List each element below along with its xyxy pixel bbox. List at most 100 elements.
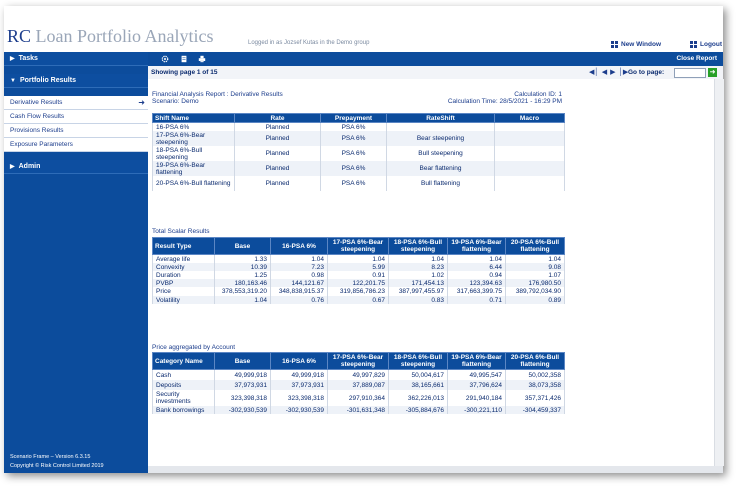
column-header: 20-PSA 6%-Bull flattening bbox=[505, 352, 565, 370]
shifts-table: Shift Name Rate Prepayment RateShift Macro 1… bbox=[152, 113, 565, 191]
table-cell: -301,631,348 bbox=[327, 406, 389, 414]
table-header-row: Category Name Base 16-PSA 6% 17-PSA 6%-Bear… bbox=[152, 352, 565, 370]
table-cell: 37,973,931 bbox=[214, 380, 271, 390]
table-cell: 1.04 bbox=[505, 254, 565, 263]
goto-page-input[interactable] bbox=[674, 68, 706, 78]
price-by-account-table: Category Name Base 16-PSA 6% 17-PSA 6%-Bear… bbox=[152, 352, 565, 414]
table-cell: Average life bbox=[152, 254, 215, 263]
document-icon[interactable] bbox=[180, 55, 188, 63]
sidebar-item-provisions-results[interactable]: Provisions Results bbox=[4, 124, 148, 138]
column-header: Category Name bbox=[152, 352, 215, 370]
top-bar: RC Loan Portfolio Analytics Logged in as… bbox=[4, 6, 723, 52]
copyright-text: Copyright © Risk Control Limited 2019 bbox=[10, 463, 104, 469]
scalar-results-title: Total Scalar Results bbox=[152, 228, 210, 235]
table-cell: Planned bbox=[234, 176, 321, 191]
sidebar-section-admin[interactable]: ▶ Admin bbox=[4, 160, 148, 174]
go-arrow-icon[interactable]: ➜ bbox=[708, 68, 717, 77]
sidebar-footer: Scenario Frame – Version 6.3.15 Copyrigh… bbox=[10, 453, 104, 471]
arrow-right-icon: ➜ bbox=[138, 98, 145, 107]
logout-icon bbox=[690, 41, 697, 48]
logout-link[interactable]: Logout bbox=[690, 41, 722, 48]
table-cell: Bull steepening bbox=[386, 146, 495, 161]
table-row: 19-PSA 6%-Bear flattening Planned PSA 6% Be… bbox=[152, 161, 565, 176]
table-cell: 317,663,399.75 bbox=[447, 287, 506, 296]
table-cell: 50,002,358 bbox=[505, 369, 565, 380]
table-cell: 8.23 bbox=[388, 263, 448, 271]
table-cell: 1.04 bbox=[214, 296, 271, 304]
table-cell: 357,371,426 bbox=[505, 390, 565, 406]
sidebar-section-tasks[interactable]: ▶ Tasks bbox=[4, 52, 148, 66]
table-row: 18-PSA 6%-Bull steepening Planned PSA 6% Bu… bbox=[152, 146, 565, 161]
column-header: Base bbox=[214, 237, 271, 255]
table-cell: 1.04 bbox=[388, 254, 448, 263]
table-cell: PSA 6% bbox=[320, 161, 387, 176]
table-cell: 37,973,931 bbox=[270, 380, 328, 390]
horizontal-scrollbar[interactable] bbox=[148, 466, 723, 473]
column-header: RateShift bbox=[386, 113, 495, 123]
table-cell: 1.33 bbox=[214, 254, 271, 263]
column-header: Prepayment bbox=[320, 113, 387, 123]
settings-icon[interactable] bbox=[161, 55, 169, 63]
table-cell: 319,856,786.23 bbox=[327, 287, 389, 296]
vertical-scrollbar[interactable] bbox=[714, 79, 724, 466]
first-page-icon[interactable]: ◀│ bbox=[589, 69, 599, 76]
app-window: RC Loan Portfolio Analytics Logged in as… bbox=[4, 6, 724, 473]
table-row: PVBP 180,163.46 144,121.67 122,201.75 171,45… bbox=[152, 279, 565, 287]
table-cell: Planned bbox=[234, 122, 321, 131]
column-header: Base bbox=[214, 352, 271, 370]
table-cell: 1.25 bbox=[214, 271, 271, 279]
table-cell: 50,004,617 bbox=[388, 369, 448, 380]
sidebar-item-derivative-results[interactable]: Derivative Results ➜ bbox=[4, 96, 148, 110]
table-cell: 10.39 bbox=[214, 263, 271, 271]
table-cell: 348,838,915.37 bbox=[270, 287, 328, 296]
column-header: 19-PSA 6%-Bear flattening bbox=[447, 352, 506, 370]
sidebar-section-portfolio-results[interactable]: ▼ Portfolio Results bbox=[4, 74, 148, 88]
table-row: 17-PSA 6%-Bear steepening Planned PSA 6% Be… bbox=[152, 131, 565, 146]
close-report-button[interactable]: Close Report bbox=[676, 55, 717, 62]
new-window-icon bbox=[611, 41, 618, 48]
table-cell: -300,221,110 bbox=[447, 406, 506, 414]
calculation-time: Calculation Time: 28/5/2021 - 16:29 PM bbox=[447, 98, 562, 105]
report-content: Financial Analysis Report : Derivative R… bbox=[148, 79, 723, 473]
sidebar-item-cash-flow-results[interactable]: Cash Flow Results bbox=[4, 110, 148, 124]
prev-page-icon[interactable]: ◀ bbox=[601, 69, 608, 76]
print-icon[interactable] bbox=[198, 55, 206, 63]
report-scenario: Scenario: Demo bbox=[152, 98, 199, 105]
table-cell: Bank borrowings bbox=[152, 406, 215, 414]
table-cell: 378,553,319.20 bbox=[214, 287, 271, 296]
new-window-link[interactable]: New Window bbox=[611, 41, 661, 48]
table-cell: 49,999,918 bbox=[270, 369, 328, 380]
table-row: Volatility 1.04 0.76 0.67 0.83 0.71 0.89 bbox=[152, 296, 565, 304]
table-cell: 0.89 bbox=[505, 296, 565, 304]
table-cell: 1.04 bbox=[327, 254, 389, 263]
table-cell: 19-PSA 6%-Bear flattening bbox=[152, 161, 235, 176]
sidebar-spacer bbox=[4, 152, 148, 160]
column-header: 18-PSA 6%-Bull steepening bbox=[388, 352, 448, 370]
table-cell: 17-PSA 6%-Bear steepening bbox=[152, 131, 235, 146]
table-row: Bank borrowings -302,930,539 -302,930,539-… bbox=[152, 406, 565, 414]
table-cell: Planned bbox=[234, 146, 321, 161]
triangle-right-icon: ▶ bbox=[10, 56, 15, 62]
table-cell: 9.08 bbox=[505, 263, 565, 271]
triangle-right-icon: ▶ bbox=[10, 164, 15, 170]
sidebar: ▶ Tasks ▼ Portfolio Results Derivative Res… bbox=[4, 52, 148, 473]
table-cell bbox=[494, 176, 565, 191]
next-page-icon[interactable]: ▶ bbox=[610, 69, 616, 76]
table-cell: -302,930,539 bbox=[214, 406, 271, 414]
table-cell: Volatility bbox=[152, 296, 215, 304]
last-page-icon[interactable]: │▶ bbox=[618, 69, 629, 76]
scalar-results-table: Result Type Base 16-PSA 6% 17-PSA 6%-Bear s… bbox=[152, 237, 565, 304]
table-cell: 123,394.63 bbox=[447, 279, 506, 287]
table-header-row: Result Type Base 16-PSA 6% 17-PSA 6%-Bear s… bbox=[152, 237, 565, 255]
sidebar-item-exposure-parameters[interactable]: Exposure Parameters bbox=[4, 138, 148, 152]
table-cell bbox=[494, 146, 565, 161]
table-cell: 176,980.50 bbox=[505, 279, 565, 287]
table-cell: -302,930,539 bbox=[270, 406, 328, 414]
table-cell bbox=[494, 161, 565, 176]
table-cell: 122,201.75 bbox=[327, 279, 389, 287]
table-cell: 7.23 bbox=[270, 263, 328, 271]
column-header: 19-PSA 6%-Bear flattening bbox=[447, 237, 506, 255]
table-cell: Security investments bbox=[152, 390, 215, 406]
table-cell: 291,940,184 bbox=[447, 390, 506, 406]
sidebar-spacer bbox=[4, 66, 148, 74]
